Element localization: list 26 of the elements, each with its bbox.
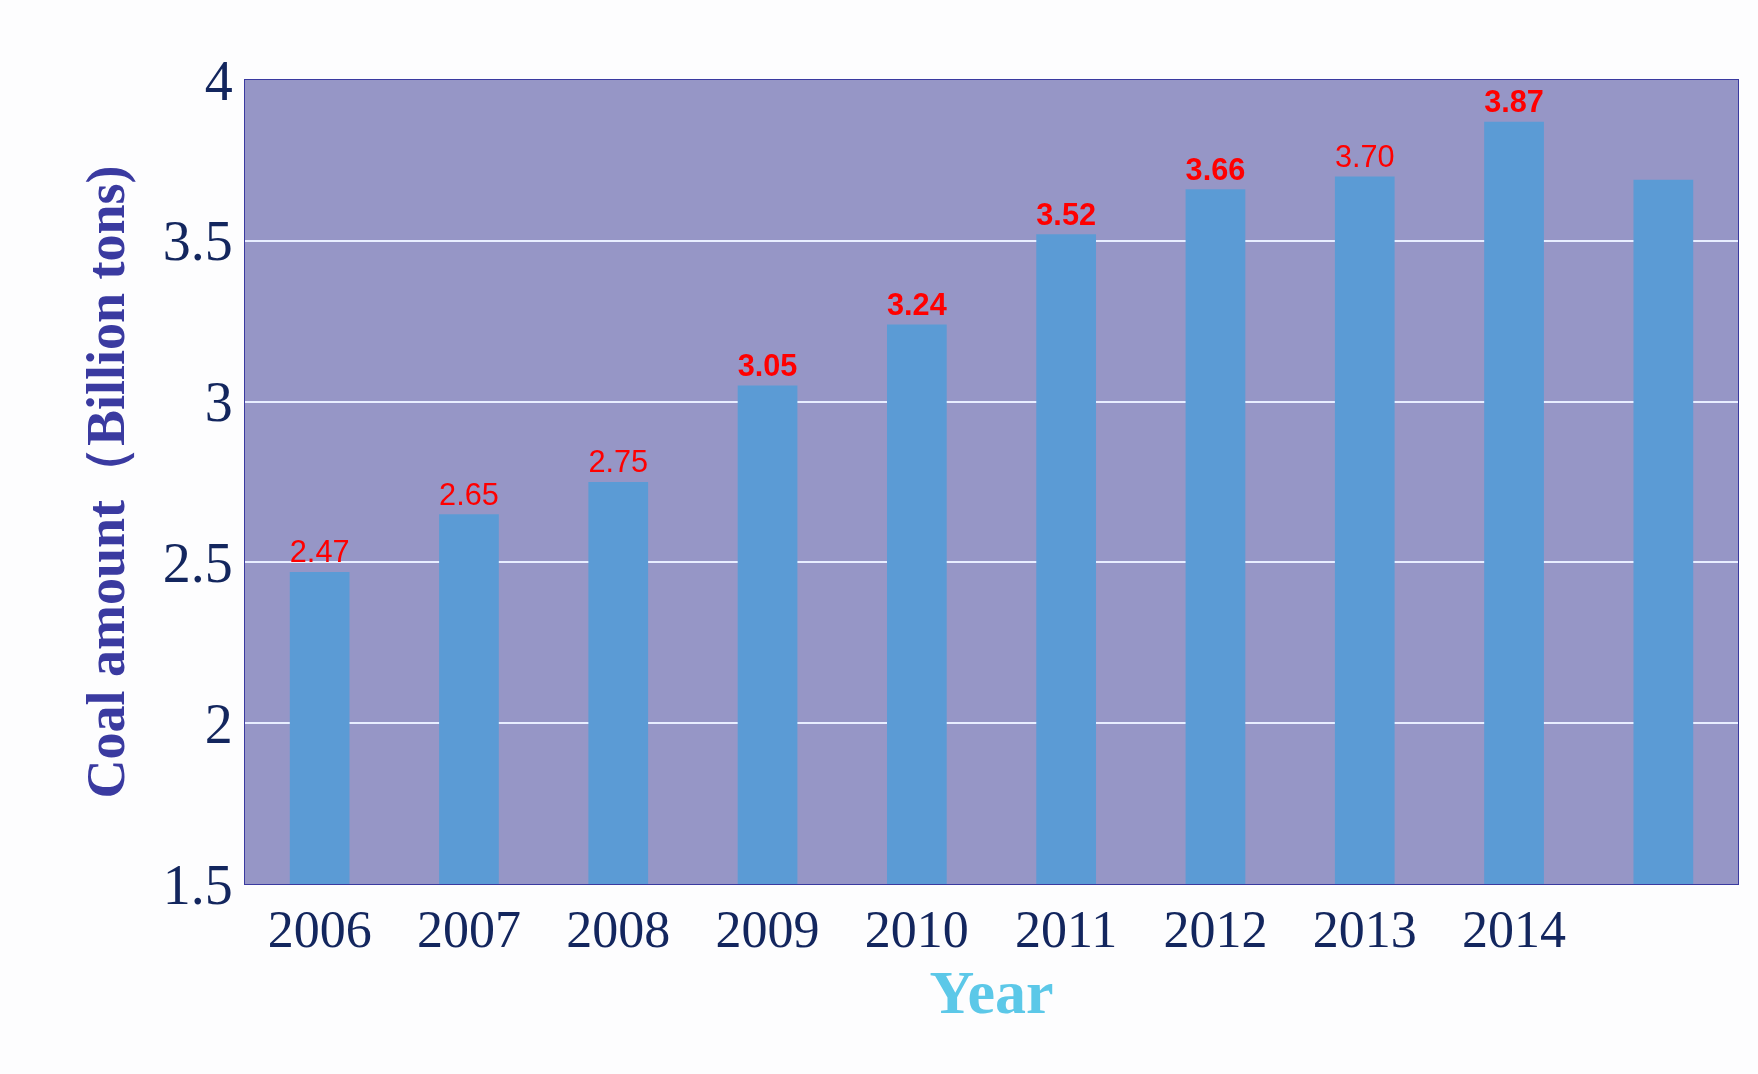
x-axis-title: Year bbox=[929, 958, 1054, 1027]
data-label: 3.05 bbox=[737, 347, 798, 383]
data-label: 2.65 bbox=[439, 476, 499, 512]
data-label: 3.52 bbox=[1036, 196, 1096, 232]
y-axis-title: Coal amount（Billion tons) bbox=[76, 165, 137, 799]
x-tick-label: 2006 bbox=[267, 901, 372, 959]
y-tick-label: 2 bbox=[204, 692, 233, 755]
x-tick-label: 2013 bbox=[1312, 901, 1417, 959]
data-label: 2.47 bbox=[289, 534, 350, 570]
data-label: 2.75 bbox=[588, 444, 649, 480]
x-tick-label: 2011 bbox=[1015, 901, 1118, 959]
x-tick-label: 2007 bbox=[416, 901, 521, 959]
y-tick-label: 1.5 bbox=[162, 853, 233, 916]
x-tick-label: 2014 bbox=[1462, 901, 1567, 959]
y-tick-label: 4 bbox=[204, 49, 233, 112]
y-tick-label: 2.5 bbox=[162, 532, 233, 594]
y-tick-label: 3.5 bbox=[162, 210, 233, 273]
x-tick-label: 2009 bbox=[715, 901, 820, 959]
x-tick-label: 2008 bbox=[566, 901, 671, 959]
data-label: 3.24 bbox=[887, 286, 947, 322]
data-label: 3.70 bbox=[1334, 138, 1395, 174]
x-tick-label: 2012 bbox=[1163, 901, 1268, 959]
y-tick-label: 3 bbox=[204, 371, 233, 434]
data-label: 3.87 bbox=[1484, 84, 1544, 120]
data-label: 3.66 bbox=[1185, 151, 1246, 187]
x-tick-label: 2010 bbox=[864, 901, 969, 959]
